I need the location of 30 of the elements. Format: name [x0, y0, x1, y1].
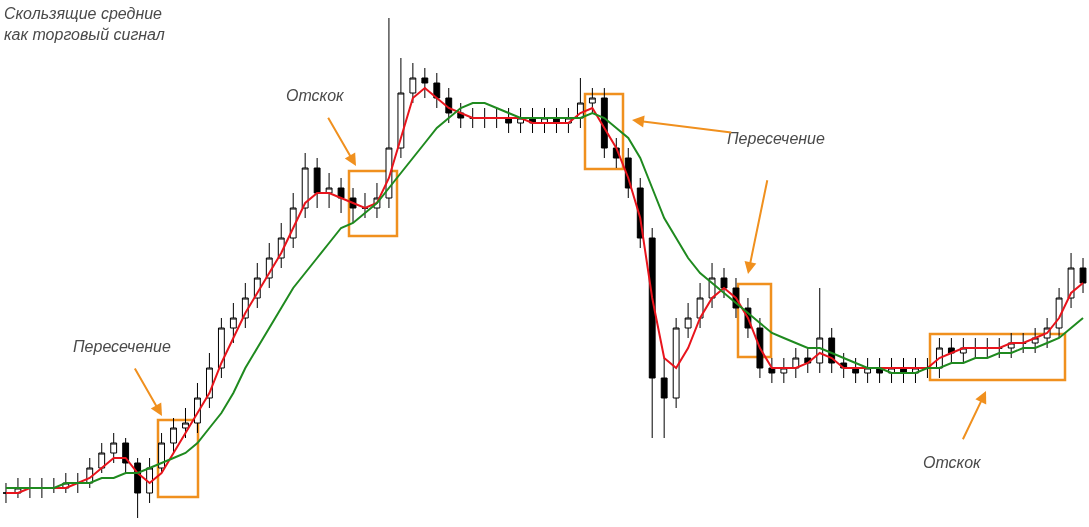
candlestick [660, 357, 668, 439]
chart-title: Скользящие средние как торговый сигнал [4, 5, 165, 43]
candlestick [337, 177, 345, 214]
candlestick [684, 302, 692, 339]
candlestick [588, 87, 596, 114]
annotation: Отскок [286, 87, 346, 104]
candlestick [672, 317, 680, 409]
candlestick [768, 357, 776, 384]
annotation: Отскок [923, 454, 983, 471]
candlestick [182, 407, 189, 439]
candlestick [301, 152, 309, 219]
candlestick [421, 67, 429, 99]
annotation: Пересечение [73, 338, 171, 355]
candlestick [158, 432, 165, 474]
candlestick [433, 72, 441, 109]
candlestick [1079, 257, 1087, 294]
candlestick [696, 282, 704, 329]
candlestick [409, 62, 417, 104]
candlestick [313, 157, 321, 209]
candlestick [229, 302, 237, 344]
candlestick [720, 267, 728, 299]
candlestick [217, 317, 225, 379]
candlestick [325, 172, 333, 209]
candlestick [98, 442, 106, 474]
candlestick [170, 417, 177, 454]
candlestick [1067, 252, 1075, 309]
candlestick [792, 347, 800, 379]
candlestick [648, 227, 656, 439]
candlestick [110, 432, 118, 464]
annotation: Пересечение [727, 130, 825, 147]
